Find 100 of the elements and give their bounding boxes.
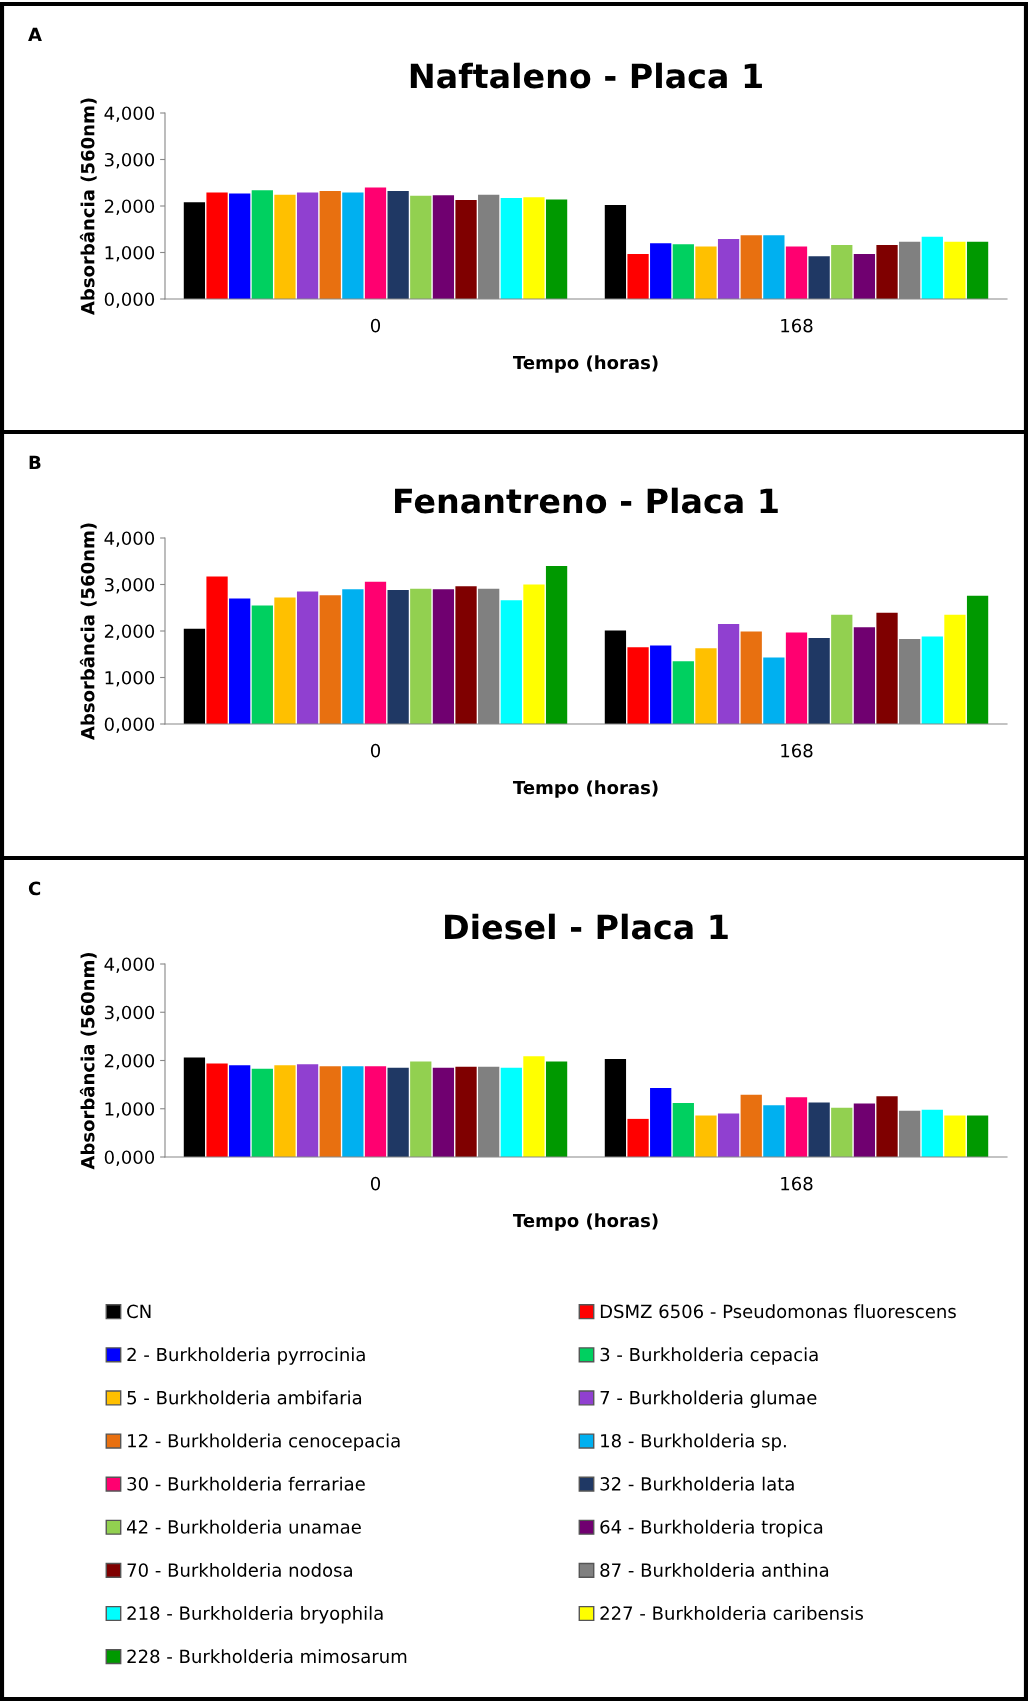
bar	[364, 1066, 387, 1157]
bar	[229, 1065, 251, 1157]
bar	[342, 589, 364, 724]
bar	[274, 194, 296, 299]
bar	[763, 1105, 785, 1157]
bar	[229, 598, 251, 724]
bar	[808, 256, 830, 299]
bar	[650, 645, 672, 724]
legend-label: 228 - Burkholderia mimosarum	[127, 1649, 407, 1664]
bar	[604, 630, 627, 724]
bar	[853, 627, 876, 724]
x-tick-label: 0	[370, 743, 381, 758]
chart-title: Fenantreno - Placa 1	[395, 487, 778, 514]
x-tick-label: 168	[781, 743, 813, 758]
x-tick-label: 0	[370, 318, 381, 333]
bar	[296, 192, 319, 299]
bar	[876, 1096, 898, 1157]
bar	[387, 191, 409, 299]
legend-label: 30 - Burkholderia ferrariae	[127, 1476, 365, 1491]
bar	[410, 1061, 432, 1157]
bar	[944, 1115, 966, 1157]
bar	[455, 1066, 477, 1157]
bar	[627, 1118, 649, 1157]
y-tick-label: 3,000	[104, 577, 155, 594]
x-axis-title: Tempo (horas)	[512, 1213, 658, 1231]
bar	[966, 595, 989, 724]
y-tick-label: 1,000	[105, 245, 155, 262]
bar	[364, 187, 387, 299]
y-tick-label: 2,000	[104, 624, 155, 640]
legend-label: 3 - Burkholderia cepacia	[600, 1347, 818, 1365]
bar	[785, 1097, 808, 1157]
bar	[627, 647, 649, 724]
legend-label: 227 - Burkholderia caribensis	[600, 1606, 864, 1621]
bar	[831, 614, 853, 724]
y-tick-label: 3,000	[104, 1005, 155, 1022]
bar	[740, 631, 762, 724]
bar	[831, 245, 853, 299]
bar	[455, 586, 477, 724]
bar	[695, 1115, 717, 1157]
bar	[876, 245, 898, 299]
y-tick-label: 0,000	[104, 292, 155, 308]
chart-title: Diesel - Placa 1	[445, 913, 728, 940]
bar	[808, 1102, 830, 1157]
bar	[455, 199, 477, 299]
bar	[672, 1102, 694, 1157]
y-tick-label: 0,000	[104, 717, 155, 733]
legend-label: 42 - Burkholderia unamae	[126, 1519, 361, 1534]
bar	[183, 628, 206, 724]
bar	[251, 190, 273, 299]
bar	[387, 1067, 409, 1157]
bar	[695, 648, 717, 724]
bar	[523, 584, 545, 724]
legend-label: 218 - Burkholderia bryophila	[127, 1606, 383, 1624]
legend-label: 70 - Burkholderia nodosa	[127, 1562, 352, 1577]
bar	[274, 1065, 296, 1157]
y-tick-label: 4,000	[104, 106, 155, 122]
bar	[500, 600, 522, 724]
legend-label: 87 - Burkholderia anthina	[600, 1562, 829, 1577]
bar	[853, 1103, 876, 1157]
bar	[763, 235, 785, 299]
legend-label: 32 - Burkholderia lata	[600, 1476, 794, 1491]
bar	[808, 637, 830, 724]
bar	[229, 193, 251, 299]
bar	[206, 576, 228, 724]
bar	[876, 612, 898, 724]
x-axis-title: Tempo (horas)	[512, 780, 658, 798]
y-tick-label: 2,000	[104, 199, 155, 215]
bar	[432, 195, 455, 299]
bar	[206, 1063, 228, 1157]
x-tick-label: 168	[781, 318, 813, 333]
bar	[432, 1067, 455, 1157]
legend-label: DSMZ 6506 - Pseudomonas fluorescens	[600, 1304, 956, 1319]
legend-label: 18 - Burkholderia sp.	[601, 1433, 786, 1452]
x-tick-label: 0	[370, 1176, 381, 1191]
bar	[921, 236, 943, 299]
bar	[342, 192, 364, 299]
bar	[319, 1066, 341, 1157]
bar	[410, 588, 432, 724]
y-tick-label: 0,000	[104, 1150, 155, 1166]
bar	[432, 589, 455, 724]
bar	[763, 657, 785, 724]
bar	[921, 636, 943, 724]
bar	[740, 1094, 762, 1157]
bar	[296, 591, 319, 724]
bar	[695, 246, 717, 299]
legend-label: 2 - Burkholderia pyrrocinia	[127, 1347, 365, 1365]
bar	[523, 1056, 545, 1157]
y-axis-title: Absorbância (560nm)	[79, 952, 97, 1170]
bar	[604, 1059, 627, 1157]
bar	[785, 246, 808, 299]
bar	[545, 199, 568, 299]
bar	[387, 590, 409, 724]
bar	[251, 605, 273, 724]
bar	[183, 202, 206, 299]
bar	[627, 253, 649, 299]
y-axis-title: Absorbância (560nm)	[79, 98, 97, 315]
y-tick-label: 1,000	[105, 1102, 155, 1118]
bar	[206, 192, 228, 299]
bar	[523, 197, 545, 299]
bar	[944, 614, 966, 724]
